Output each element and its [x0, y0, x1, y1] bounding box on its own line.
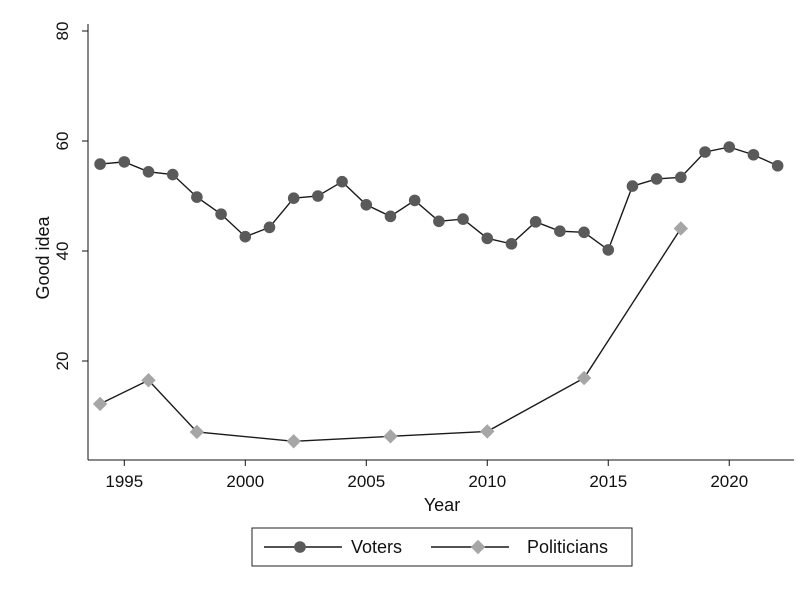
- series-markers: [92, 141, 784, 449]
- y-axis-title: Good idea: [33, 215, 53, 299]
- axes: 20 40 60 80 1995 2000 2005 2010 2015 2020: [53, 22, 794, 491]
- data-point-voters: [505, 238, 518, 250]
- data-point-politicians: [92, 396, 108, 412]
- data-point-voters: [433, 215, 445, 228]
- data-point-voters: [384, 210, 397, 223]
- data-point-voters: [239, 230, 252, 243]
- data-point-politicians: [576, 370, 592, 386]
- data-point-voters: [723, 141, 736, 153]
- data-point-voters: [336, 175, 348, 188]
- data-point-voters: [529, 216, 542, 228]
- x-tick-label: 2005: [347, 472, 385, 491]
- data-point-voters: [650, 173, 663, 185]
- legend: Voters Politicians: [251, 527, 633, 567]
- data-point-voters: [602, 244, 615, 256]
- x-axis-title: Year: [424, 495, 460, 515]
- data-point-politicians: [286, 434, 301, 449]
- data-point-politicians: [141, 373, 156, 388]
- x-tick-label: 2015: [589, 472, 627, 491]
- data-point-voters: [360, 199, 373, 211]
- series-line-politicians: [99, 228, 682, 443]
- data-point-voters: [215, 208, 227, 220]
- legend-marker-voters: [294, 541, 306, 553]
- data-point-voters: [747, 148, 760, 161]
- data-point-voters: [408, 194, 421, 207]
- y-tick-label: 20: [53, 352, 72, 371]
- data-point-voters: [287, 192, 300, 204]
- data-point-voters: [578, 226, 590, 239]
- x-tick-label: 1995: [105, 472, 143, 491]
- data-point-voters: [771, 159, 784, 172]
- data-point-voters: [626, 180, 639, 192]
- data-point-politicians: [673, 221, 689, 236]
- legend-label-voters: Voters: [351, 537, 402, 557]
- y-tick-label: 60: [53, 132, 72, 151]
- y-tick-label: 40: [53, 242, 72, 261]
- legend-label-politicians: Politicians: [527, 537, 608, 557]
- x-tick-label: 2020: [710, 472, 748, 491]
- data-point-politicians: [189, 424, 205, 440]
- legend-marker-politicians: [470, 539, 486, 555]
- y-tick-label: 80: [53, 22, 72, 41]
- data-point-politicians: [383, 429, 398, 444]
- data-point-voters: [554, 225, 566, 237]
- data-point-voters: [118, 156, 131, 168]
- x-tick-label: 2010: [468, 472, 506, 491]
- data-point-voters: [142, 166, 155, 178]
- data-point-voters: [94, 158, 106, 170]
- data-point-voters: [457, 213, 469, 225]
- data-point-voters: [191, 191, 203, 203]
- data-point-voters: [675, 171, 687, 184]
- data-point-voters: [699, 146, 711, 158]
- data-point-voters: [166, 168, 179, 181]
- data-point-voters: [481, 232, 494, 245]
- data-point-politicians: [480, 424, 495, 439]
- data-point-voters: [312, 190, 324, 202]
- data-point-voters: [263, 221, 276, 234]
- x-tick-label: 2000: [226, 472, 264, 491]
